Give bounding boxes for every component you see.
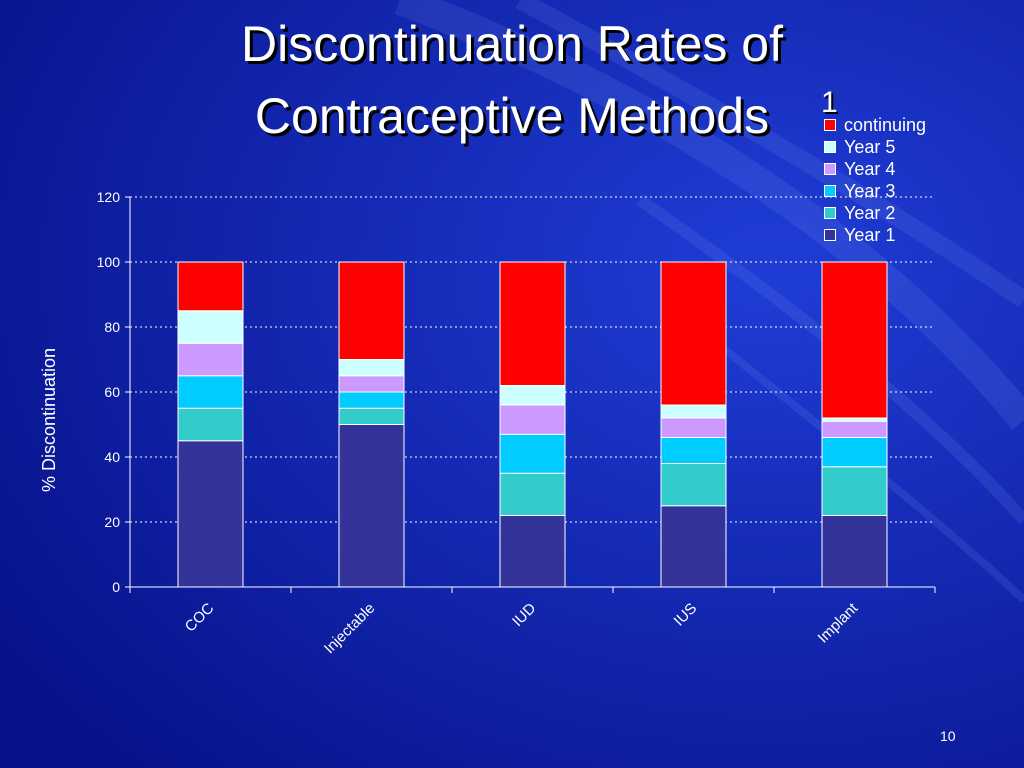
bar-segment-implant-year-4 (821, 420, 888, 438)
y-tick-label: 0 (112, 579, 120, 595)
legend-label: Year 1 (844, 224, 896, 245)
bar-segment-injectable-year-1 (338, 424, 405, 588)
legend-label: continuing (844, 114, 927, 135)
legend-swatch (824, 163, 836, 175)
bar-segment-iud-year-4 (499, 404, 566, 435)
slide-title-line2: Contraceptive Methods (254, 88, 770, 144)
x-tick-label: IUS (671, 600, 701, 630)
bar-segment-iud-year-2 (499, 472, 566, 516)
bar-segment-implant-continuing (821, 261, 888, 419)
y-tick-label: 120 (97, 189, 121, 205)
legend-swatch (824, 207, 836, 219)
slide-title-line1: Discontinuation Rates of (241, 16, 783, 72)
bar-segment-iud-year-5 (499, 385, 566, 406)
y-tick-label: 100 (97, 254, 121, 270)
legend-label: Year 3 (844, 180, 896, 201)
chart-legend: continuing Year 5 Year 4 Year 3 Year 2 Year 1 (824, 114, 926, 246)
y-tick-label: 80 (104, 319, 120, 335)
bar-segment-coc-year-5 (177, 310, 244, 344)
legend-label: Year 4 (844, 158, 896, 179)
legend-item: Year 1 (824, 224, 926, 246)
bar-segment-coc-year-1 (177, 440, 244, 588)
x-tick-label: Injectable (321, 600, 378, 657)
bar-segment-implant-year-2 (821, 466, 888, 516)
legend-swatch (824, 185, 836, 197)
y-tick-label: 40 (104, 449, 120, 465)
legend-label: Year 2 (844, 202, 896, 223)
bar-segment-iud-continuing (499, 261, 566, 386)
bar-segment-implant-year-3 (821, 437, 888, 468)
legend-item: Year 4 (824, 158, 926, 180)
title-superscript: 1 (821, 86, 838, 119)
bar-segment-injectable-year-4 (338, 375, 405, 393)
legend-item: Year 3 (824, 180, 926, 202)
axes (125, 196, 936, 593)
page-number: 10 (940, 728, 956, 744)
legend-label: Year 5 (844, 136, 896, 157)
bar-segment-ius-continuing (660, 261, 727, 406)
legend-item: Year 5 (824, 136, 926, 158)
bar-segment-injectable-year-3 (338, 391, 405, 409)
legend-swatch (824, 119, 836, 131)
bar-segment-coc-year-4 (177, 342, 244, 377)
bar-segment-implant-year-1 (821, 515, 888, 588)
gridlines (130, 196, 935, 523)
bar-segment-ius-year-3 (660, 437, 727, 464)
y-tick-label: 20 (104, 514, 120, 530)
bar-segment-iud-year-3 (499, 433, 566, 474)
legend-item: Year 2 (824, 202, 926, 224)
bar-segment-coc-continuing (177, 261, 244, 312)
bar-segment-injectable-year-5 (338, 359, 405, 377)
bar-segment-ius-year-2 (660, 463, 727, 507)
y-tick-labels: 0 20 40 60 80 100 120 (97, 189, 121, 595)
bar-segment-iud-year-1 (499, 515, 566, 588)
bars (177, 261, 888, 588)
bar-segment-ius-year-5 (660, 404, 727, 419)
x-tick-label: Implant (815, 599, 862, 646)
bar-segment-injectable-continuing (338, 261, 405, 360)
x-tick-label: COC (182, 600, 218, 636)
bar-segment-ius-year-1 (660, 505, 727, 588)
bar-segment-ius-year-4 (660, 417, 727, 438)
bar-segment-coc-year-3 (177, 375, 244, 409)
y-tick-label: 60 (104, 384, 120, 400)
bar-segment-injectable-year-2 (338, 407, 405, 425)
legend-item: continuing (824, 114, 926, 136)
x-tick-labels: COC Injectable IUD IUS Implant (182, 599, 862, 657)
legend-swatch (824, 141, 836, 153)
legend-swatch (824, 229, 836, 241)
y-axis-label: % Discontinuation (39, 348, 59, 492)
x-tick-label: IUD (509, 600, 539, 630)
bar-segment-coc-year-2 (177, 407, 244, 442)
